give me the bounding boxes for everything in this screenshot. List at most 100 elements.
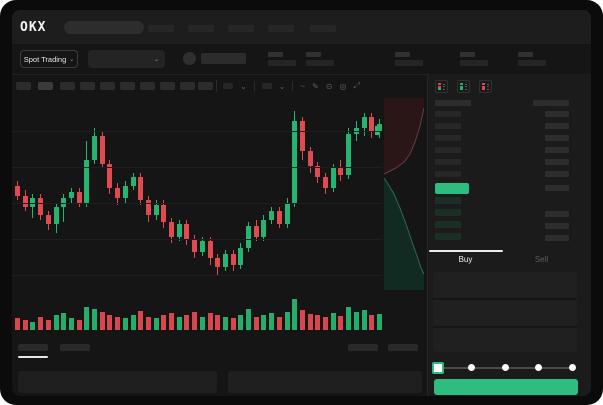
draw-tool-icon[interactable]: ✎ — [312, 81, 319, 91]
volume-bar — [68, 318, 74, 330]
chart-grid-line — [12, 203, 382, 204]
amount-field[interactable] — [433, 300, 577, 326]
volume-bar — [207, 313, 213, 330]
chevron-down-icon: ⌄ — [69, 56, 75, 63]
volume-bar — [30, 321, 36, 330]
volume-bar — [199, 317, 205, 330]
settings-icon[interactable]: ◎ — [339, 81, 347, 91]
candle-body — [330, 168, 336, 188]
stat-value-placeholder — [268, 60, 296, 66]
volume-bar — [153, 318, 159, 330]
depth-bids-line — [383, 177, 424, 275]
candle-body — [153, 204, 159, 216]
ask-price-placeholder — [435, 123, 461, 129]
tab-buy[interactable]: Buy — [458, 255, 473, 264]
ask-amount-placeholder — [545, 147, 569, 153]
stat-value-placeholder — [518, 60, 546, 66]
fullscreen-icon[interactable]: ⤢ — [353, 81, 360, 90]
candle-body — [130, 176, 136, 186]
volume-bar — [22, 319, 28, 330]
screenshot-icon[interactable]: ⊙ — [325, 81, 333, 91]
toolbar-dropdown-placeholder[interactable] — [223, 83, 233, 89]
timeframe-button[interactable] — [180, 82, 195, 90]
volume-bar — [276, 317, 282, 330]
candle-body — [107, 164, 113, 188]
candle-body — [253, 226, 259, 237]
pair-selector-dropdown[interactable]: ⌄ — [88, 50, 165, 68]
orderbook-all-view-icon[interactable] — [435, 80, 448, 93]
total-field[interactable] — [433, 328, 577, 352]
chart-grid-line — [12, 275, 382, 276]
slider-stop[interactable] — [568, 364, 576, 371]
history-panel-placeholder — [228, 371, 422, 393]
timeframe-button[interactable] — [16, 82, 31, 90]
slider-handle[interactable] — [432, 362, 444, 374]
tab-sell[interactable]: Sell — [534, 255, 549, 264]
price-field[interactable] — [433, 272, 577, 298]
orderbook-asks-view-icon[interactable] — [479, 80, 492, 93]
candle-body — [138, 176, 144, 201]
line-type-icon[interactable]: ~ — [300, 81, 306, 91]
candle-body — [284, 202, 290, 224]
chart-bottom-tab[interactable] — [388, 344, 418, 351]
timeframe-button[interactable] — [60, 82, 75, 90]
volume-bar — [138, 310, 144, 330]
timeframe-button[interactable] — [38, 82, 53, 90]
volume-bar — [192, 312, 198, 330]
ticker-stat — [518, 52, 546, 66]
volume-bar — [92, 308, 97, 330]
chart-bottom-tab-active[interactable] — [18, 344, 48, 351]
candle-body — [353, 127, 359, 135]
nav-item[interactable] — [228, 25, 254, 32]
nav-item[interactable] — [268, 25, 294, 32]
volume-bar — [338, 315, 344, 330]
volume-chart — [12, 296, 382, 330]
slider-stop[interactable] — [535, 364, 542, 371]
toolbar-divider — [253, 81, 255, 91]
ask-price-placeholder — [435, 111, 461, 117]
timeframe-button[interactable] — [100, 82, 115, 90]
volume-bar — [99, 312, 105, 330]
volume-bar — [145, 316, 151, 330]
chart-bottom-tab[interactable] — [348, 344, 378, 351]
timeframe-button[interactable] — [198, 82, 213, 90]
buy-tab-indicator — [429, 250, 503, 252]
trading-mode-selector[interactable]: Spot Trading ⌄ — [20, 50, 78, 68]
volume-bar — [115, 317, 121, 330]
slider-stop[interactable] — [501, 364, 509, 371]
ask-amount-placeholder — [545, 123, 569, 129]
nav-item[interactable] — [148, 25, 174, 32]
chart-tool-icons: ⌄ ⌄ ~ ✎ ⊙ ◎ ⤢ — [223, 79, 360, 93]
candle-body — [161, 204, 167, 222]
timeframe-button[interactable] — [80, 82, 95, 90]
indicator-dropdown-chevron[interactable]: ⌄ — [278, 81, 286, 91]
chart-bottom-tab[interactable] — [60, 344, 90, 351]
search-input[interactable] — [64, 21, 144, 34]
orderbook-bids-view-icon[interactable] — [457, 80, 470, 93]
candle-body — [84, 159, 90, 203]
timeframe-button[interactable] — [140, 82, 155, 90]
last-price-amount-placeholder — [545, 185, 569, 191]
candle-body — [207, 241, 213, 259]
interval-dropdown-chevron[interactable]: ⌄ — [240, 81, 247, 91]
volume-bar — [169, 313, 174, 330]
candle-body — [376, 123, 382, 133]
timeframe-button[interactable] — [160, 82, 175, 90]
bid-price-placeholder — [435, 197, 461, 204]
slider-stop[interactable] — [468, 364, 475, 371]
timeframe-button[interactable] — [120, 82, 135, 90]
volume-bar — [376, 314, 382, 330]
volume-bar — [330, 313, 336, 330]
ask-amount-placeholder — [545, 111, 569, 117]
price-chart[interactable] — [12, 96, 382, 292]
buy-submit-button[interactable] — [434, 379, 578, 395]
candle-body — [261, 219, 267, 237]
nav-item[interactable] — [188, 25, 214, 32]
bid-amount-placeholder — [545, 235, 569, 241]
volume-bar — [323, 317, 328, 330]
ticker-stat — [460, 52, 488, 66]
nav-item[interactable] — [310, 25, 336, 32]
candle-body — [145, 200, 151, 216]
candle-body — [315, 166, 321, 177]
toolbar-dropdown-placeholder[interactable] — [261, 83, 272, 89]
